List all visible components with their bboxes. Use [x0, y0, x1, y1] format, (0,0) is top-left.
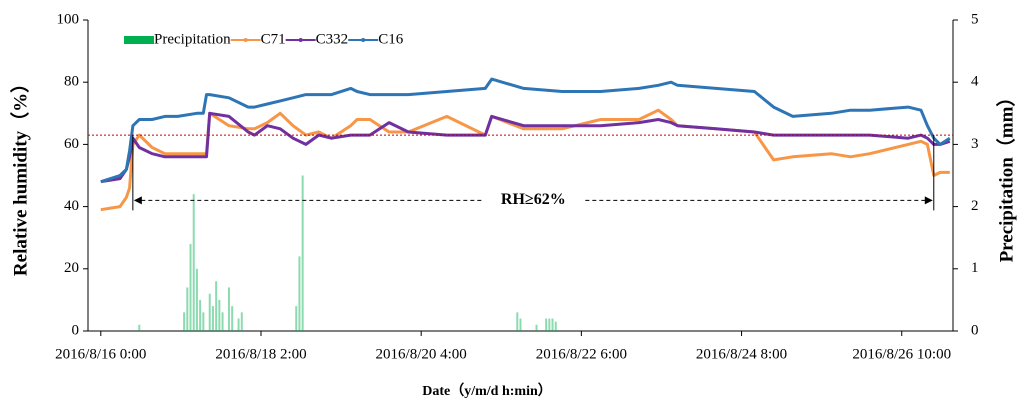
x-axis-label: Date（y/m/d h:min） — [422, 383, 552, 399]
legend-label: C71 — [261, 31, 286, 47]
y2-tick-label: 1 — [971, 260, 979, 276]
y-tick-label: 80 — [64, 74, 79, 90]
annotation-text: RH≥62% — [501, 191, 566, 208]
precipitation-bar — [218, 299, 221, 331]
y2-tick-label: 3 — [971, 136, 979, 152]
arrow-head — [133, 196, 142, 205]
precipitation-bar — [545, 318, 548, 331]
precipitation-bar — [548, 318, 551, 331]
series-line — [100, 108, 950, 212]
y-axis-label: Relative humidity（%） — [8, 74, 31, 276]
precipitation-bar — [240, 312, 243, 331]
precipitation-bar — [221, 312, 224, 331]
precipitation-bar — [202, 312, 205, 331]
y-tick-label: 40 — [64, 198, 79, 214]
legend-label: C16 — [378, 31, 404, 47]
arrow-head — [924, 196, 933, 205]
precipitation-bar — [298, 256, 301, 331]
precipitation-bar — [138, 324, 141, 331]
legend-marker — [361, 38, 366, 42]
precipitation-bar — [231, 306, 234, 331]
precipitation-bar — [195, 268, 198, 331]
precipitation-bar — [186, 287, 189, 331]
precipitation-bar — [192, 194, 195, 331]
x-tick-label: 2016/8/24 8:00 — [696, 346, 787, 362]
legend-label: C332 — [316, 31, 349, 47]
precipitation-bar — [183, 312, 186, 331]
precipitation-bar — [237, 318, 240, 331]
precipitation-bar — [211, 306, 214, 331]
x-tick-label: 2016/8/22 6:00 — [536, 346, 627, 362]
y-tick-label: 0 — [72, 322, 80, 338]
x-tick-label: 2016/8/16 0:00 — [55, 346, 146, 362]
y2-tick-label: 0 — [971, 322, 979, 338]
precipitation-bar — [215, 281, 218, 331]
x-tick-label: 2016/8/26 10:00 — [852, 346, 951, 362]
legend-swatch — [124, 36, 154, 44]
precipitation-bar — [519, 318, 522, 331]
y2-tick-label: 5 — [971, 11, 979, 27]
y-tick-label: 60 — [64, 136, 79, 152]
precipitation-bar — [301, 175, 304, 331]
y-tick-label: 100 — [57, 11, 80, 27]
y2-tick-label: 2 — [971, 198, 979, 214]
legend-marker — [243, 38, 248, 42]
y-tick-label: 20 — [64, 260, 79, 276]
x-tick-label: 2016/8/18 2:00 — [215, 346, 306, 362]
precipitation-bar — [554, 321, 557, 331]
precipitation-bar — [189, 243, 192, 331]
precipitation-bar — [295, 306, 298, 331]
x-tick-label: 2016/8/20 4:00 — [376, 346, 467, 362]
precipitation-bar — [516, 312, 519, 331]
series-line — [100, 77, 951, 184]
legend-label: Precipitation — [154, 31, 231, 47]
precipitation-bar — [535, 324, 538, 331]
legend-marker — [298, 38, 303, 42]
y2-tick-label: 4 — [971, 74, 979, 90]
precipitation-bar — [551, 318, 554, 331]
y2-axis-label: Precipitation（mm） — [994, 88, 1017, 263]
precipitation-bar — [208, 293, 211, 331]
precipitation-bar — [199, 299, 202, 331]
precipitation-bar — [227, 287, 230, 331]
